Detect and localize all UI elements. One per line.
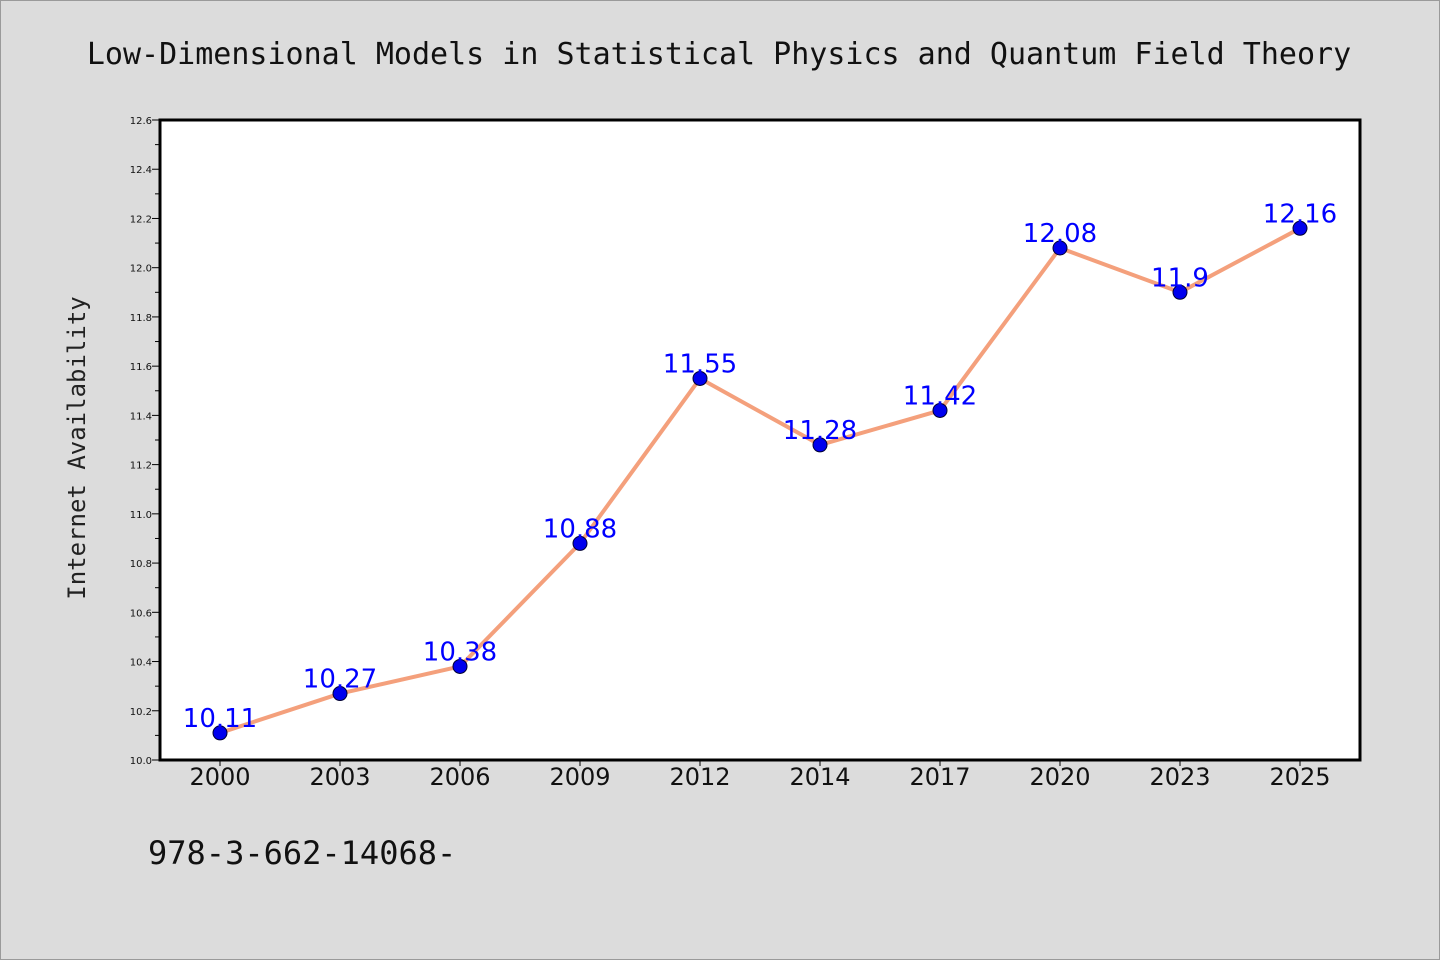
isbn-text: 978-3-662-14068-: [148, 834, 456, 872]
y-tick-label: 11.8: [130, 313, 152, 324]
data-point: [812, 437, 828, 453]
data-label: 11.42: [903, 381, 977, 411]
data-label: 10.11: [183, 704, 257, 734]
data-label: 11.28: [783, 416, 857, 446]
x-tick-label: 2006: [429, 763, 490, 791]
y-axis: 10.0 10.2 10.4 10.6 10.8 11.0 11.2 11.4 11.6 11.8…: [130, 116, 160, 767]
plot-area: [158, 118, 1362, 762]
x-tick-label: 2014: [789, 763, 850, 791]
data-labels: 10.11 10.27 10.38 10.88 11.55 11.28 11.42 12.08…: [183, 199, 1337, 734]
markers: [212, 220, 1308, 741]
data-point: [692, 370, 708, 386]
data-point: [452, 658, 468, 674]
data-label: 10.88: [543, 514, 617, 544]
chart-title: Low-Dimensional Models in Statistical Ph…: [87, 37, 1351, 72]
y-tick-label: 12.0: [130, 264, 152, 275]
data-point: [212, 725, 228, 741]
series-line: [218, 226, 1302, 735]
data-point: [932, 402, 948, 418]
x-tick-label: 2025: [1269, 763, 1330, 791]
data-label: 12.08: [1023, 219, 1097, 249]
x-tick-label: 2000: [189, 763, 250, 791]
x-tick-label: 2020: [1029, 763, 1090, 791]
y-tick-label: 12.6: [130, 116, 152, 127]
x-tick-label: 2003: [309, 763, 370, 791]
data-label: 11.9: [1151, 263, 1209, 293]
y-tick-label: 11.2: [130, 461, 152, 472]
y-tick-label: 11.0: [130, 510, 152, 521]
data-point: [1292, 220, 1308, 236]
y-tick-label: 12.2: [130, 214, 152, 225]
y-tick-label: 10.4: [130, 658, 152, 669]
y-tick-label: 10.0: [130, 756, 152, 767]
y-tick-label: 10.6: [130, 608, 152, 619]
data-point: [572, 535, 588, 551]
x-tick-label: 2012: [669, 763, 730, 791]
x-tick-label: 2009: [549, 763, 610, 791]
y-tick-label: 12.4: [130, 165, 152, 176]
x-tick-label: 2017: [909, 763, 970, 791]
y-tick-label: 10.8: [130, 559, 152, 570]
x-tick-label: 2023: [1149, 763, 1210, 791]
data-label: 10.27: [303, 665, 377, 695]
data-label: 10.38: [423, 637, 497, 667]
data-label: 12.16: [1263, 199, 1337, 229]
data-label: 11.55: [663, 349, 737, 379]
data-point: [1172, 284, 1188, 300]
x-axis: 2000 2003 2006 2009 2012 2014 2017 2020 2023 2025: [189, 760, 1331, 791]
y-tick-label: 11.6: [130, 362, 152, 373]
series-line-group: [218, 226, 1302, 735]
data-point: [332, 686, 348, 702]
y-axis-label: Internet Availability: [63, 296, 91, 599]
data-point: [1052, 240, 1068, 256]
y-tick-label: 10.2: [130, 707, 152, 718]
y-tick-label: 11.4: [130, 411, 152, 422]
